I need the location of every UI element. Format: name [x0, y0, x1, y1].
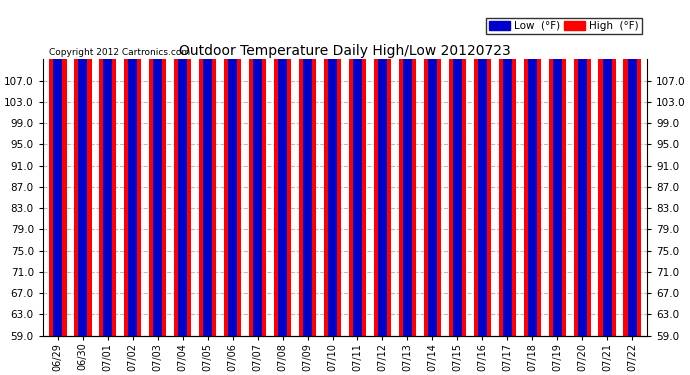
Bar: [403, 0, 412, 336]
Bar: [324, 0, 342, 336]
Bar: [348, 0, 366, 336]
Bar: [378, 0, 387, 336]
Bar: [49, 0, 66, 336]
Legend: Low  (°F), High  (°F): Low (°F), High (°F): [486, 18, 642, 34]
Bar: [303, 0, 312, 336]
Title: Outdoor Temperature Daily High/Low 20120723: Outdoor Temperature Daily High/Low 20120…: [179, 44, 511, 58]
Bar: [424, 0, 441, 336]
Bar: [278, 0, 287, 336]
Bar: [74, 0, 92, 336]
Bar: [178, 0, 187, 336]
Bar: [628, 0, 637, 336]
Bar: [104, 0, 112, 336]
Bar: [199, 0, 217, 336]
Bar: [573, 0, 591, 336]
Bar: [204, 0, 212, 336]
Bar: [153, 0, 162, 336]
Bar: [603, 0, 611, 336]
Bar: [128, 0, 137, 336]
Bar: [624, 0, 641, 336]
Bar: [353, 12, 362, 336]
Bar: [253, 0, 262, 336]
Bar: [224, 0, 241, 336]
Bar: [274, 0, 291, 336]
Bar: [503, 0, 512, 336]
Text: Copyright 2012 Cartronics.com: Copyright 2012 Cartronics.com: [49, 48, 190, 57]
Bar: [328, 0, 337, 336]
Bar: [228, 0, 237, 336]
Bar: [124, 0, 141, 336]
Bar: [374, 0, 391, 336]
Bar: [578, 0, 586, 336]
Bar: [149, 0, 166, 336]
Bar: [399, 0, 416, 336]
Bar: [528, 0, 537, 336]
Bar: [448, 0, 466, 336]
Bar: [553, 0, 562, 336]
Bar: [549, 0, 566, 336]
Bar: [478, 0, 486, 336]
Bar: [598, 0, 616, 336]
Bar: [524, 0, 541, 336]
Bar: [174, 0, 191, 336]
Bar: [299, 0, 316, 336]
Bar: [453, 0, 462, 336]
Bar: [79, 0, 87, 336]
Bar: [473, 0, 491, 336]
Bar: [428, 0, 437, 336]
Bar: [499, 0, 516, 336]
Bar: [249, 0, 266, 336]
Bar: [53, 0, 62, 336]
Bar: [99, 0, 117, 336]
